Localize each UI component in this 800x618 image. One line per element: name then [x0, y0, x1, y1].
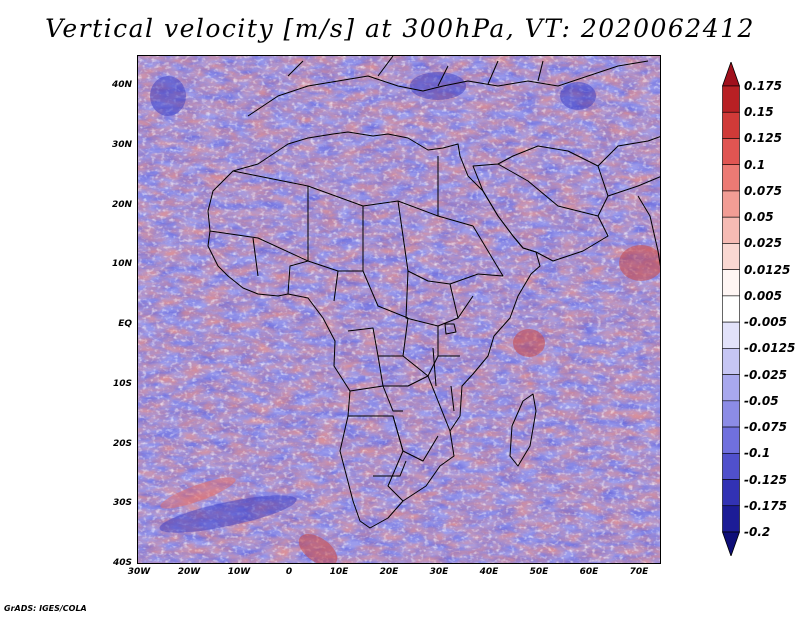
- colorbar-label: -0.125: [744, 472, 787, 487]
- border-line: [362, 270, 409, 319]
- longitude-label: 20W: [177, 567, 201, 577]
- border-line: [449, 283, 474, 319]
- border-line: [287, 60, 304, 77]
- border-line: [287, 260, 309, 295]
- latitude-label: 10S: [112, 378, 132, 389]
- border-line: [387, 450, 404, 502]
- latitude-label: 40S: [112, 558, 132, 568]
- colorbar-label: -0.175: [744, 498, 787, 513]
- colorbar-label: -0.05: [744, 393, 779, 408]
- border-line: [349, 385, 403, 412]
- map-title: Vertical velocity [m/s] at 300hPa, VT: 2…: [45, 14, 755, 43]
- colorbar-label: 0.075: [744, 183, 782, 198]
- border-line: [537, 60, 544, 82]
- arabian-peninsula: [472, 163, 609, 262]
- longitude-label: 0: [285, 567, 293, 577]
- border-line: [377, 56, 394, 77]
- footer-credit: GrADS: IGES/COLA: [4, 604, 87, 613]
- latitude-label: 30S: [112, 498, 132, 509]
- colorbar-segment: [722, 295, 740, 323]
- latitude-label: 20N: [111, 199, 132, 210]
- border-line: [487, 60, 499, 85]
- border-line: [252, 237, 259, 277]
- colorbar-label: 0.15: [744, 105, 774, 120]
- lake-victoria: [444, 323, 457, 335]
- colorbar-segment: [722, 374, 740, 402]
- colorbar-segment: [722, 216, 740, 244]
- border-line: [405, 270, 459, 327]
- colorbar-label: 0.0125: [744, 262, 791, 277]
- latitude-label: 20S: [112, 438, 132, 449]
- colorbar-segment: [722, 111, 740, 139]
- colorbar-label: 0.125: [744, 131, 782, 146]
- border-line: [232, 170, 474, 227]
- colorbar-segment: [722, 321, 740, 349]
- latitude-label: 30N: [111, 139, 132, 150]
- longitude-label: 50E: [529, 567, 549, 577]
- colorbar-label: 0.005: [744, 288, 782, 303]
- india-coast: [637, 195, 660, 267]
- colorbar-segment: [722, 138, 740, 166]
- lake-malawi: [450, 385, 455, 412]
- colorbar-segment: [722, 479, 740, 507]
- border-line: [377, 355, 439, 387]
- border-line: [437, 326, 460, 357]
- strong-descent-features: [150, 72, 596, 533]
- strong-ascent-features: [160, 245, 660, 563]
- border-line: [373, 460, 407, 477]
- colorbar-label: 0.175: [744, 79, 782, 93]
- latitude-label: EQ: [118, 319, 132, 329]
- colorbar: [722, 62, 740, 556]
- border-line: [597, 136, 660, 167]
- border-line: [437, 65, 449, 87]
- colorbar-label: -0.1: [744, 446, 771, 461]
- colorbar-segment: [722, 243, 740, 270]
- madagascar: [509, 393, 537, 467]
- colorbar-label: 0.1: [744, 157, 766, 172]
- colorbar-label: 0.025: [744, 236, 782, 251]
- europe-coast: [247, 60, 649, 117]
- longitude-label: 10E: [329, 567, 349, 577]
- colorbar-segment: [722, 505, 740, 533]
- country-borders: [207, 56, 660, 529]
- colorbar-segment: [722, 400, 740, 428]
- border-line: [397, 200, 479, 285]
- border-line: [392, 415, 439, 462]
- africa-coastline: [207, 131, 541, 529]
- longitude-label: 60E: [579, 567, 599, 577]
- border-line: [402, 355, 451, 432]
- longitude-label: 40E: [479, 567, 499, 577]
- colorbar-segment: [722, 426, 740, 454]
- lake-tanganyika: [432, 347, 437, 387]
- colorbar-segment: [722, 452, 740, 480]
- longitude-label: 10W: [227, 567, 251, 577]
- border-line: [209, 230, 309, 262]
- colorbar-label: 0.05: [744, 210, 774, 225]
- colorbar-bottom-arrow: [722, 531, 740, 556]
- border-line: [333, 270, 339, 302]
- colorbar-label: -0.0125: [744, 341, 796, 356]
- latitude-label: 40N: [111, 80, 132, 90]
- longitude-label: 30E: [429, 567, 449, 577]
- map-canvas: [138, 56, 660, 563]
- colorbar-label: -0.025: [744, 367, 787, 382]
- colorbar-label: -0.075: [744, 420, 787, 435]
- colorbar-segment: [722, 190, 740, 218]
- colorbar-segment: [722, 85, 740, 113]
- border-line: [607, 176, 660, 197]
- latitude-label: 10N: [111, 259, 132, 270]
- vertical-velocity-map: [137, 55, 661, 564]
- colorbar-label: -0.2: [744, 525, 771, 539]
- colorbar-segment: [722, 269, 740, 297]
- longitude-label: 30W: [127, 567, 151, 577]
- colorbar-label: -0.005: [744, 315, 787, 330]
- longitude-label: 20E: [379, 567, 399, 577]
- colorbar-top-arrow: [722, 62, 740, 87]
- colorbar-segment: [722, 348, 740, 375]
- border-line: [472, 225, 504, 277]
- colorbar-segment: [722, 164, 740, 192]
- longitude-label: 70E: [629, 567, 649, 577]
